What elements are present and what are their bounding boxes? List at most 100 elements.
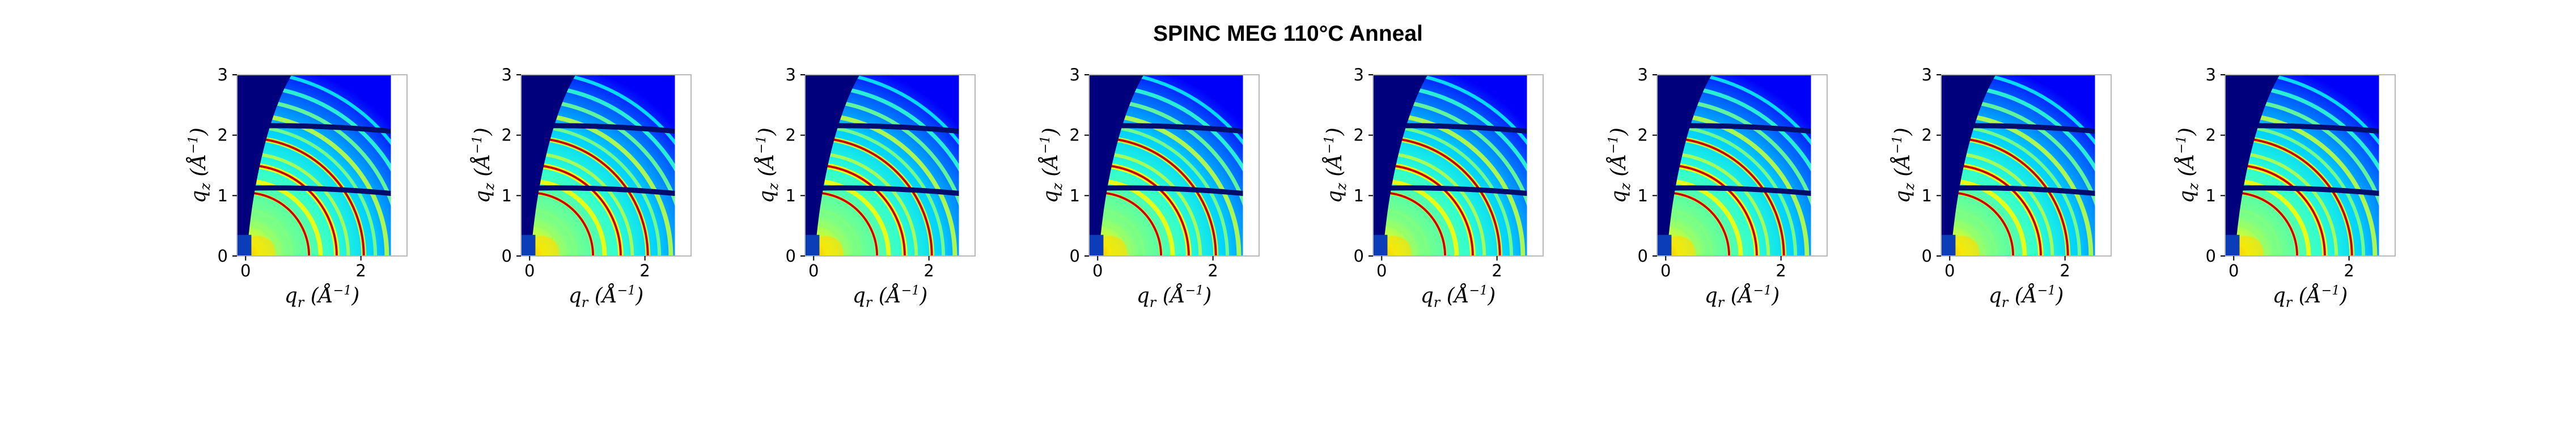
giwaxs-panel-1: 0 1 2 3 0 2 qr (Å−1) qz (Å−1) (187, 65, 408, 310)
giwaxs-panel-4: 0 1 2 3 0 2 qr (Å−1) qz (Å−1) (1039, 65, 1260, 310)
empty-strip (1527, 75, 1543, 256)
y-tick-label: 0 (786, 246, 796, 266)
x-tick-label: 0 (1660, 261, 1671, 280)
giwaxs-panel-6: 0 1 2 3 0 2 qr (Å−1) qz (Å−1) (1607, 65, 1828, 310)
x-tick-label: 2 (1776, 261, 1786, 280)
y-tick-label: 0 (1070, 246, 1080, 266)
y-tick-label: 0 (218, 246, 228, 266)
giwaxs-panel-2: 0 1 2 3 0 2 qr (Å−1) qz (Å−1) (471, 65, 692, 310)
y-tick-label: 3 (786, 65, 796, 84)
y-tick-label: 2 (218, 126, 228, 145)
missing-wedge (521, 75, 576, 256)
y-tick-label: 1 (218, 186, 228, 205)
y-tick-label: 3 (1354, 65, 1364, 84)
detector-gap (1941, 185, 2111, 198)
x-axis-label: qr (Å−1) (1421, 284, 1496, 310)
y-axis-label: qz (Å−1) (1323, 127, 1349, 203)
scattering-image (805, 75, 975, 256)
x-axis-label: qr (Å−1) (1989, 284, 2064, 310)
y-tick-label: 3 (218, 65, 228, 84)
y-axis-label: qz (Å−1) (1039, 127, 1065, 203)
y-tick-label: 1 (1638, 186, 1648, 205)
empty-strip (1243, 75, 1259, 256)
x-axis-label: qr (Å−1) (2273, 284, 2348, 310)
missing-wedge (2225, 75, 2280, 256)
missing-wedge (1941, 75, 1996, 256)
missing-wedge (1373, 75, 1428, 256)
y-tick-label: 1 (1070, 186, 1080, 205)
y-axis-label: qz (Å−1) (1891, 127, 1917, 203)
x-tick-label: 0 (808, 261, 819, 280)
x-tick-label: 2 (355, 261, 366, 280)
x-tick-label: 0 (2228, 261, 2239, 280)
scattering-image (1657, 75, 1827, 256)
detector-gap (805, 185, 975, 198)
axes-frame (236, 74, 408, 257)
y-tick-label: 1 (502, 186, 512, 205)
x-tick-label: 0 (1376, 261, 1387, 280)
missing-wedge (1657, 75, 1712, 256)
y-tick-label: 2 (1638, 126, 1648, 145)
x-tick-label: 0 (1944, 261, 1955, 280)
x-tick-label: 0 (240, 261, 251, 280)
empty-strip (959, 75, 975, 256)
y-tick-label: 2 (502, 126, 512, 145)
x-axis-label: qr (Å−1) (1137, 284, 1212, 310)
detector-gap (1373, 185, 1543, 198)
y-tick-label: 1 (2206, 186, 2216, 205)
axes-frame (2225, 74, 2396, 257)
scattering-image (1089, 75, 1259, 256)
x-tick-label: 2 (1492, 261, 1502, 280)
giwaxs-panel-7: 0 1 2 3 0 2 qr (Å−1) qz (Å−1) (1891, 65, 2112, 310)
detector-gap (1657, 185, 1827, 198)
y-axis-label: qz (Å−1) (187, 127, 213, 203)
y-tick-label: 0 (2206, 246, 2216, 266)
x-axis-label: qr (Å−1) (1705, 284, 1780, 310)
y-tick-label: 0 (1638, 246, 1648, 266)
scattering-image (521, 75, 691, 256)
x-tick-label: 2 (2344, 261, 2354, 280)
axes-frame (804, 74, 976, 257)
y-axis-label: qz (Å−1) (755, 127, 781, 203)
y-tick-label: 0 (502, 246, 512, 266)
y-tick-label: 1 (786, 186, 796, 205)
scattering-image (1941, 75, 2111, 256)
y-tick-label: 2 (786, 126, 796, 145)
giwaxs-panel-3: 0 1 2 3 0 2 qr (Å−1) qz (Å−1) (755, 65, 976, 310)
y-axis-label: qz (Å−1) (1607, 127, 1633, 203)
x-axis-label: qr (Å−1) (569, 284, 644, 310)
y-tick-label: 2 (1354, 126, 1364, 145)
axes-frame (1088, 74, 1260, 257)
x-tick-label: 2 (1208, 261, 1218, 280)
beamstop-block (805, 234, 820, 256)
y-tick-label: 1 (1354, 186, 1364, 205)
y-tick-label: 2 (2206, 126, 2216, 145)
y-axis-label: qz (Å−1) (471, 127, 497, 203)
y-tick-label: 2 (1070, 126, 1080, 145)
y-tick-label: 0 (1922, 246, 1932, 266)
beamstop-block (521, 234, 536, 256)
empty-strip (2379, 75, 2395, 256)
axes-frame (1656, 74, 1828, 257)
empty-strip (1811, 75, 1827, 256)
axes-frame (1941, 74, 2112, 257)
giwaxs-panel-8: 0 1 2 3 0 2 qr (Å−1) qz (Å−1) (2175, 65, 2396, 310)
y-tick-label: 3 (502, 65, 512, 84)
x-tick-label: 2 (2060, 261, 2070, 280)
beamstop-block (1657, 234, 1672, 256)
y-tick-label: 3 (2206, 65, 2216, 84)
y-tick-label: 0 (1354, 246, 1364, 266)
y-axis-label: qz (Å−1) (2175, 127, 2201, 203)
scattering-image (237, 75, 407, 256)
missing-wedge (805, 75, 860, 256)
beamstop-block (1941, 234, 1956, 256)
empty-strip (675, 75, 691, 256)
axes-frame (1372, 74, 1544, 257)
scattering-image (2225, 75, 2395, 256)
beamstop-block (237, 234, 252, 256)
x-tick-label: 2 (923, 261, 934, 280)
y-tick-label: 3 (1638, 65, 1648, 84)
axes-frame (520, 74, 692, 257)
giwaxs-panel-5: 0 1 2 3 0 2 qr (Å−1) qz (Å−1) (1323, 65, 1544, 310)
